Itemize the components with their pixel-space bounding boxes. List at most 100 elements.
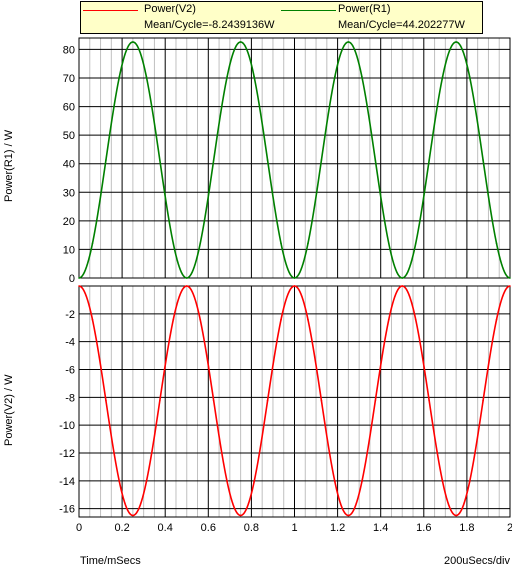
y-tick-label-top: 60 [63, 102, 75, 114]
series-power-r1-line-point [441, 75, 444, 78]
series-power-r1-line-point [78, 277, 80, 279]
y-tick-label-top: 0 [69, 273, 75, 285]
series-power-v2-line-point [414, 318, 417, 321]
x-tick-label: 1 [291, 522, 297, 534]
x-tick-label: 0.4 [158, 522, 173, 534]
series-power-r1-line-point [387, 242, 390, 245]
x-tick-label: 1.2 [330, 522, 345, 534]
series-power-v2-line-point [307, 318, 309, 321]
series-power-r1-line-point [280, 242, 282, 245]
series-power-v2-line-point [159, 399, 161, 402]
series-power-v2-line-point [347, 514, 350, 517]
series-power-v2-line-point [199, 318, 202, 321]
y-tick-label-top: 40 [63, 159, 75, 171]
series-power-v2-line-point [226, 480, 228, 483]
series-power-r1-line-point [455, 41, 457, 43]
x-tick-label: 0.8 [244, 522, 259, 534]
y-tick-label-bottom: -16 [59, 504, 75, 516]
series-power-v2-line-point [132, 514, 134, 517]
y-tick-label-bottom: -6 [65, 364, 75, 376]
y-tick-label-bottom: -8 [65, 392, 75, 404]
legend-swatch-v2 [83, 10, 138, 11]
series-power-v2-line-point [361, 480, 363, 483]
series-power-r1-line-point [105, 159, 107, 161]
series-power-r1-line-point [185, 277, 188, 279]
x-tick-label: 1.8 [459, 522, 474, 534]
series-power-r1-line-point [132, 41, 134, 43]
legend: Power(V2) Mean/Cycle=-8.2439136W Power(R… [80, 1, 483, 34]
series-power-v2-line-point [455, 514, 457, 517]
y-tick-label-top: 50 [63, 130, 75, 142]
x-axis-label: Time/mSecs [80, 555, 141, 567]
series-power-v2-line-point [239, 514, 242, 517]
y-tick-label-bottom: -14 [59, 476, 75, 488]
x-tick-label: 1.4 [373, 522, 388, 534]
series-power-v2-line-point [212, 399, 215, 402]
series-power-r1-line-point [226, 75, 228, 78]
series-power-v2-line-point [401, 285, 404, 287]
series-power-r1-line-point [159, 159, 161, 161]
series-power-v2-line-point [172, 318, 175, 321]
series-power-v2-line-point [293, 285, 296, 287]
series-power-r1-line-point [334, 75, 336, 78]
series-power-r1-line-point [253, 75, 255, 78]
x-tick-label: 0.2 [114, 522, 129, 534]
tick-labels: 0 10 20 30 40 50 60 70 80 -16 -14 -12 -10 -8 -6 -4 -2 0 0.… [59, 44, 512, 534]
series-power-v2-line-point [253, 480, 255, 483]
series-power-r1-line-point [212, 159, 215, 161]
y-axis-label-bottom: Power(V2) / W [3, 374, 15, 446]
series-power-r1-line-point [307, 242, 309, 245]
series-power-r1-line-point [374, 159, 377, 161]
series-power-v2-line-point [118, 480, 121, 483]
series-power-v2-line-point [266, 399, 269, 402]
legend-mean-v2: Mean/Cycle=-8.2439136W [144, 19, 275, 31]
y-tick-label-top: 10 [63, 244, 75, 256]
legend-label-r1: Power(R1) [338, 3, 391, 15]
legend-mean-r1: Mean/Cycle=44.202277W [338, 19, 465, 31]
series-power-v2-line-point [374, 399, 377, 402]
series-power-v2-line-point [482, 399, 484, 402]
series-power-v2-line-point [78, 285, 80, 287]
series-power-r1-line-point [293, 277, 296, 279]
y-axis-label-top: Power(R1) / W [3, 129, 15, 202]
x-tick-label: 0.6 [201, 522, 216, 534]
series-power-v2-line-point [509, 285, 511, 287]
y-tick-label-top: 30 [63, 187, 75, 199]
series-power-r1-line-point [428, 159, 430, 161]
y-tick-label-bottom: -2 [65, 309, 75, 321]
series-power-v2-line-point [495, 318, 498, 321]
series-power-v2-line-point [387, 318, 390, 321]
series-power-r1-line-point [361, 75, 363, 78]
series-power-r1-line-point [266, 159, 269, 161]
series-power-v2-line-point [91, 318, 94, 321]
series-power-v2-line-point [185, 285, 188, 287]
series-power-v2-line-point [468, 480, 471, 483]
y-tick-label-top: 20 [63, 216, 75, 228]
y-tick-label-bottom: -10 [59, 420, 75, 432]
series-power-v2-line-point [320, 399, 323, 402]
x-tick-label: 0 [76, 522, 82, 534]
x-tick-label: 1.6 [416, 522, 431, 534]
series-power-v2-line-point [441, 480, 444, 483]
series-power-r1-line-point [468, 75, 471, 78]
scale-label: 200uSecs/div [443, 555, 510, 567]
series-power-r1-line-point [172, 242, 175, 245]
series-power-v2-line-point [145, 480, 148, 483]
x-tick-label: 2 [507, 522, 512, 534]
series-power-r1-line-point [91, 242, 94, 245]
series-power-r1-line-point [401, 277, 404, 279]
y-tick-label-bottom: -12 [59, 448, 75, 460]
series-power-r1-line-point [145, 75, 148, 78]
series-power-r1-line-point [495, 242, 498, 245]
series-power-r1-line-point [239, 41, 242, 43]
y-tick-label-top: 70 [63, 73, 75, 85]
series-power-r1-line-point [414, 242, 417, 245]
series-power-v2-line-point [280, 318, 282, 321]
series-power-v2-line-point [428, 399, 430, 402]
series-power-r1-line-point [320, 159, 323, 161]
series-power-r1-line-point [482, 159, 484, 161]
series-power-r1-line-point [199, 242, 202, 245]
series-power-r1-line-point [347, 41, 350, 43]
y-tick-label-top: 80 [63, 44, 75, 56]
